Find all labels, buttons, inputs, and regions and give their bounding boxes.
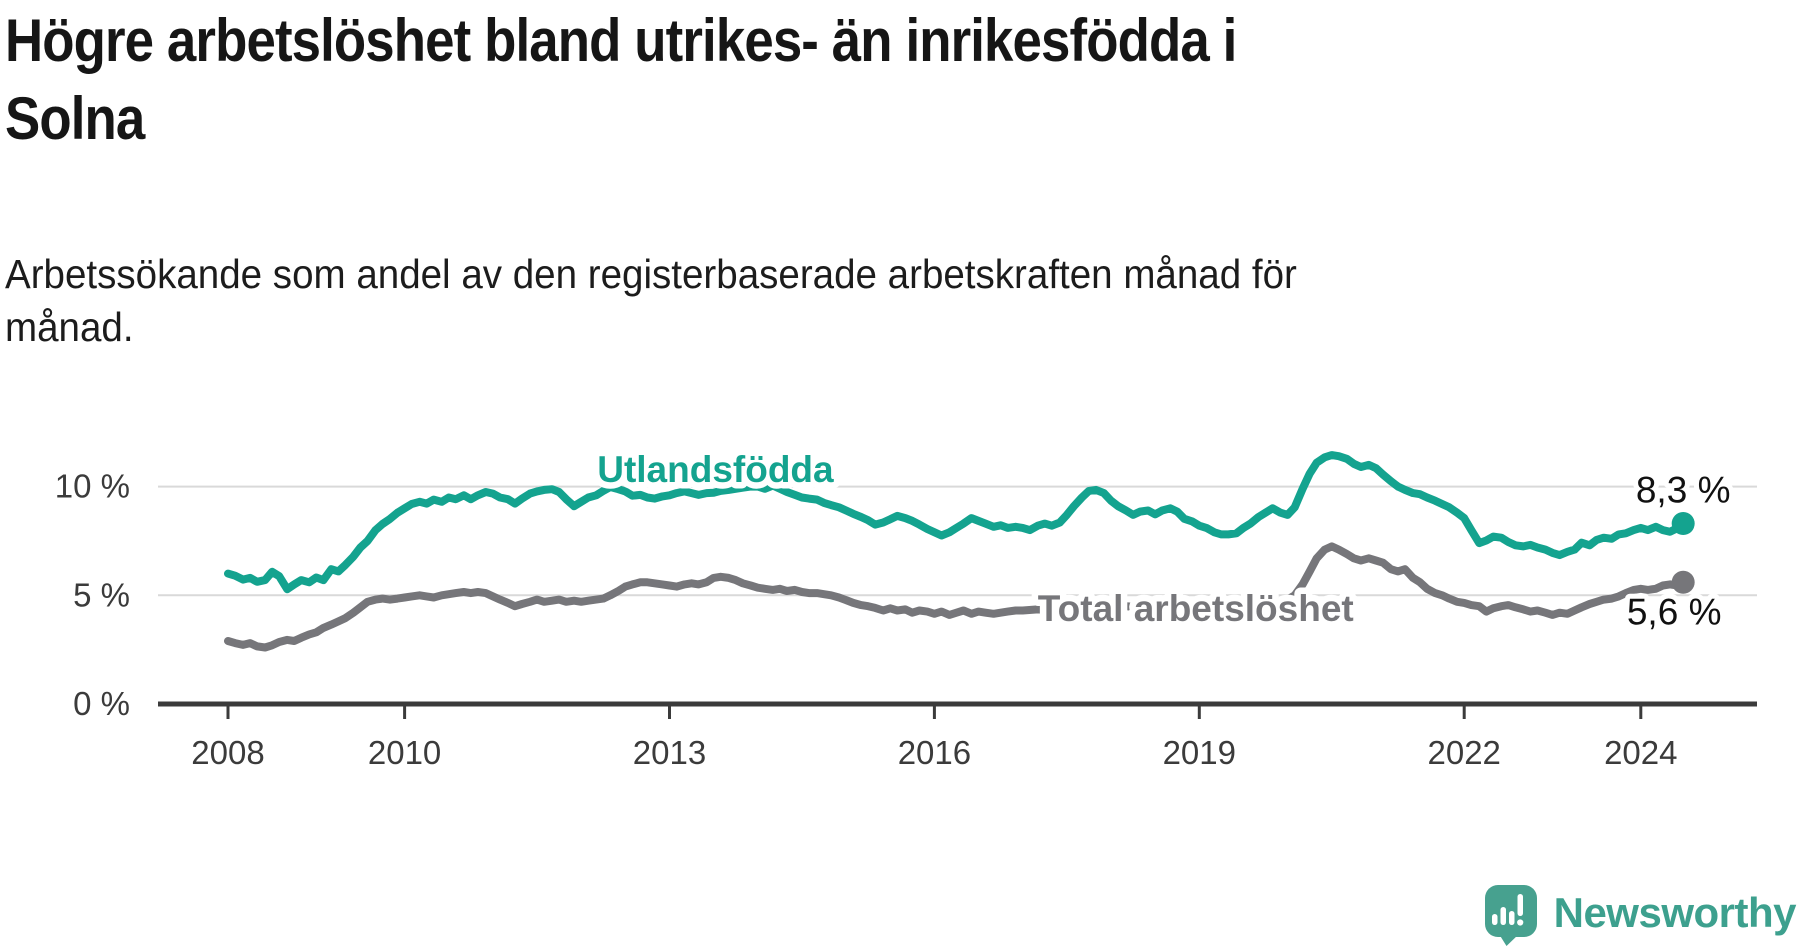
- x-tick-label-2008: 2008: [191, 734, 264, 771]
- y-tick-label-0: 0 %: [73, 685, 130, 722]
- x-tick-label-2019: 2019: [1163, 734, 1236, 771]
- x-tick-label-2013: 2013: [633, 734, 706, 771]
- page-title: Högre arbetslöshet bland utrikes- än inr…: [5, 2, 1800, 158]
- end-value-label-utlandsfodda: 8,3 %: [1636, 470, 1731, 511]
- end-dot-utlandsfodda: [1671, 512, 1695, 536]
- series-label-utlandsfodda: Utlandsfödda: [597, 449, 834, 490]
- page-title-line-1: Högre arbetslöshet bland utrikes- än inr…: [5, 7, 1237, 74]
- end-value-label-total-arbetsloshet: 5,6 %: [1627, 591, 1722, 632]
- page-title-line-2: Solna: [5, 85, 145, 152]
- x-tick-label-2024: 2024: [1604, 734, 1677, 771]
- x-tick-label-2022: 2022: [1427, 734, 1500, 771]
- newsworthy-wordmark: Newsworthy: [1553, 888, 1797, 936]
- end-dot-total-arbetsloshet: [1671, 570, 1695, 594]
- speech-bubble-bar-chart-icon: [1484, 885, 1537, 946]
- page-subtitle-line-2: månad.: [5, 304, 134, 350]
- series-label-total-arbetsloshet: Total arbetslöshet: [1038, 588, 1354, 629]
- series-line-utlandsfodda: [224, 451, 1688, 594]
- page-subtitle: Arbetssökande som andel av den registerb…: [5, 248, 1800, 354]
- y-tick-label-5: 5 %: [73, 576, 130, 613]
- page-subtitle-line-1: Arbetssökande som andel av den registerb…: [5, 251, 1297, 297]
- x-tick-label-2010: 2010: [368, 734, 441, 771]
- series-line-total-arbetsloshet: [224, 542, 1688, 652]
- x-tick-label-2016: 2016: [898, 734, 971, 771]
- newsworthy-logo: Newsworthy: [1484, 885, 1797, 946]
- y-tick-label-10: 10 %: [55, 468, 130, 505]
